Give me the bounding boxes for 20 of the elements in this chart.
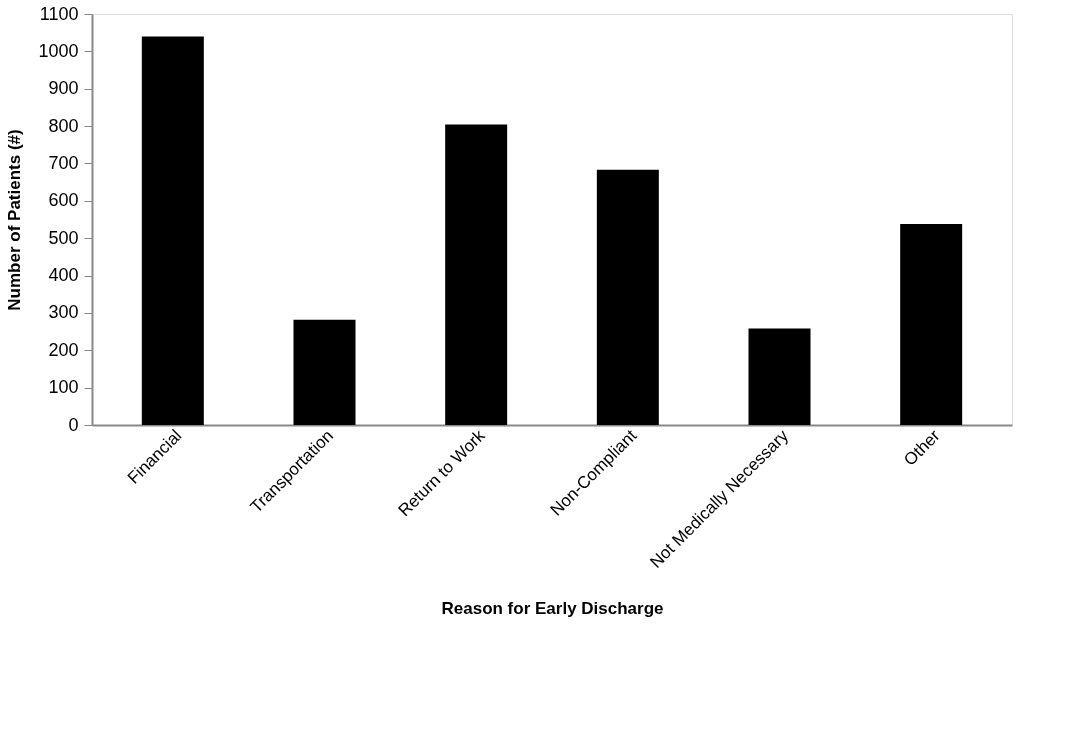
bar xyxy=(900,223,963,425)
y-tick-label: 400 xyxy=(48,265,79,286)
y-axis-title: Number of Patients (#) xyxy=(5,129,25,311)
bar xyxy=(293,319,356,425)
y-tick-label: 200 xyxy=(48,339,79,360)
y-tick-label: 600 xyxy=(48,190,79,211)
y-tick-label: 800 xyxy=(48,115,79,136)
x-axis-title: Reason for Early Discharge xyxy=(441,599,664,619)
y-tick-label: 300 xyxy=(48,302,79,323)
y-tick-label: 700 xyxy=(48,152,79,173)
bar xyxy=(445,124,508,425)
bar xyxy=(748,328,811,425)
y-tick-label: 1000 xyxy=(38,40,79,61)
y-tick-label: 500 xyxy=(48,227,79,248)
y-tick-label: 100 xyxy=(48,377,79,398)
bar xyxy=(141,36,204,425)
bar xyxy=(596,169,659,425)
y-tick-label: 0 xyxy=(68,414,79,435)
y-tick-label: 900 xyxy=(48,78,79,99)
y-tick-label: 1100 xyxy=(39,3,79,24)
